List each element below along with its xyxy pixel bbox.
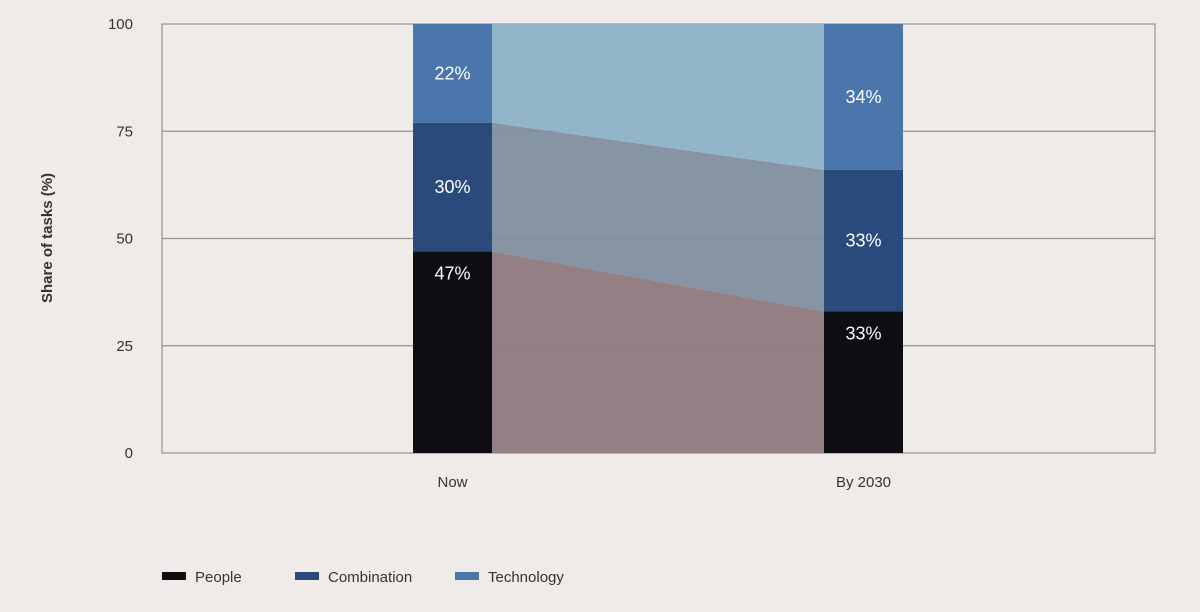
y-tick-label: 50 xyxy=(116,231,133,248)
transition-band xyxy=(492,24,824,170)
x-tick-label: Now xyxy=(437,474,467,491)
legend-swatch xyxy=(295,572,319,580)
bar-segment xyxy=(413,251,492,453)
bar-segment xyxy=(824,169,903,312)
legend-label: People xyxy=(195,569,242,586)
y-tick-label: 75 xyxy=(116,123,133,140)
y-axis-label: Share of tasks (%) xyxy=(39,173,56,303)
y-tick-label: 100 xyxy=(108,16,133,33)
data-label: 30% xyxy=(434,177,470,197)
legend: People Combination Technology xyxy=(162,569,564,586)
data-label: 47% xyxy=(434,263,470,283)
transition-bands xyxy=(492,24,824,453)
legend-label: Technology xyxy=(488,569,564,586)
y-tick-label: 25 xyxy=(116,338,133,355)
bar-segment xyxy=(413,122,492,252)
legend-label: Combination xyxy=(328,569,412,586)
segment-labels: 47% 30% 22% 33% 33% 34% xyxy=(434,63,881,343)
legend-swatch xyxy=(455,572,479,580)
legend-swatch xyxy=(162,572,186,580)
data-label: 33% xyxy=(845,231,881,251)
axes: 0 25 50 75 100 Now By 2030 xyxy=(108,16,891,491)
bar-segment xyxy=(824,24,903,170)
x-tick-label: By 2030 xyxy=(836,474,891,491)
y-tick-label: 0 xyxy=(125,445,133,462)
transition-band xyxy=(492,251,824,453)
bar-segment xyxy=(824,311,903,453)
data-label: 22% xyxy=(434,63,470,83)
data-label: 33% xyxy=(845,323,881,343)
data-label: 34% xyxy=(845,87,881,107)
bars xyxy=(413,24,903,453)
bar-segment xyxy=(413,24,492,123)
transition-band xyxy=(492,122,824,312)
